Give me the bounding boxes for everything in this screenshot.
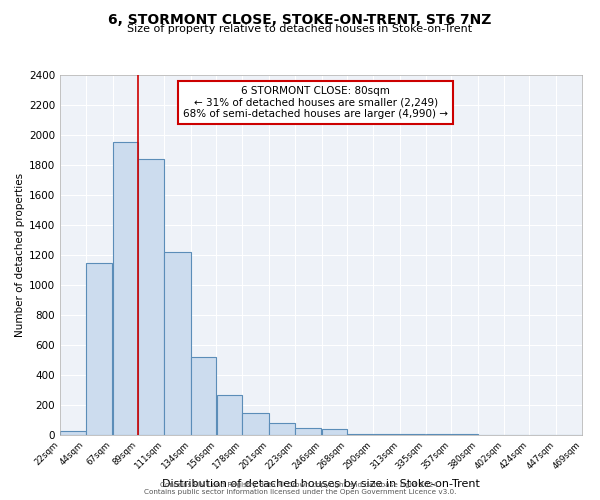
Bar [217,395,242,435]
Text: Size of property relative to detached houses in Stoke-on-Trent: Size of property relative to detached ho… [127,24,473,34]
Bar [295,428,322,435]
Bar [113,142,138,435]
Text: 6 STORMONT CLOSE: 80sqm
← 31% of detached houses are smaller (2,249)
68% of semi: 6 STORMONT CLOSE: 80sqm ← 31% of detache… [183,86,448,119]
Bar [164,252,191,435]
Bar [451,434,478,435]
Bar [400,434,425,435]
Bar [322,429,347,435]
Bar [242,412,269,435]
Bar [373,434,400,435]
Text: 6, STORMONT CLOSE, STOKE-ON-TRENT, ST6 7NZ: 6, STORMONT CLOSE, STOKE-ON-TRENT, ST6 7… [109,12,491,26]
Bar [86,262,112,435]
Bar [139,159,164,435]
Text: Contains HM Land Registry data © Crown copyright and database right 2024.: Contains HM Land Registry data © Crown c… [160,481,440,488]
Bar [60,430,86,435]
Text: Contains public sector information licensed under the Open Government Licence v3: Contains public sector information licen… [144,489,456,495]
Bar [347,434,373,435]
Bar [425,434,451,435]
Bar [269,423,295,435]
Bar [191,357,217,435]
Y-axis label: Number of detached properties: Number of detached properties [15,173,25,337]
X-axis label: Distribution of detached houses by size in Stoke-on-Trent: Distribution of detached houses by size … [162,479,480,489]
